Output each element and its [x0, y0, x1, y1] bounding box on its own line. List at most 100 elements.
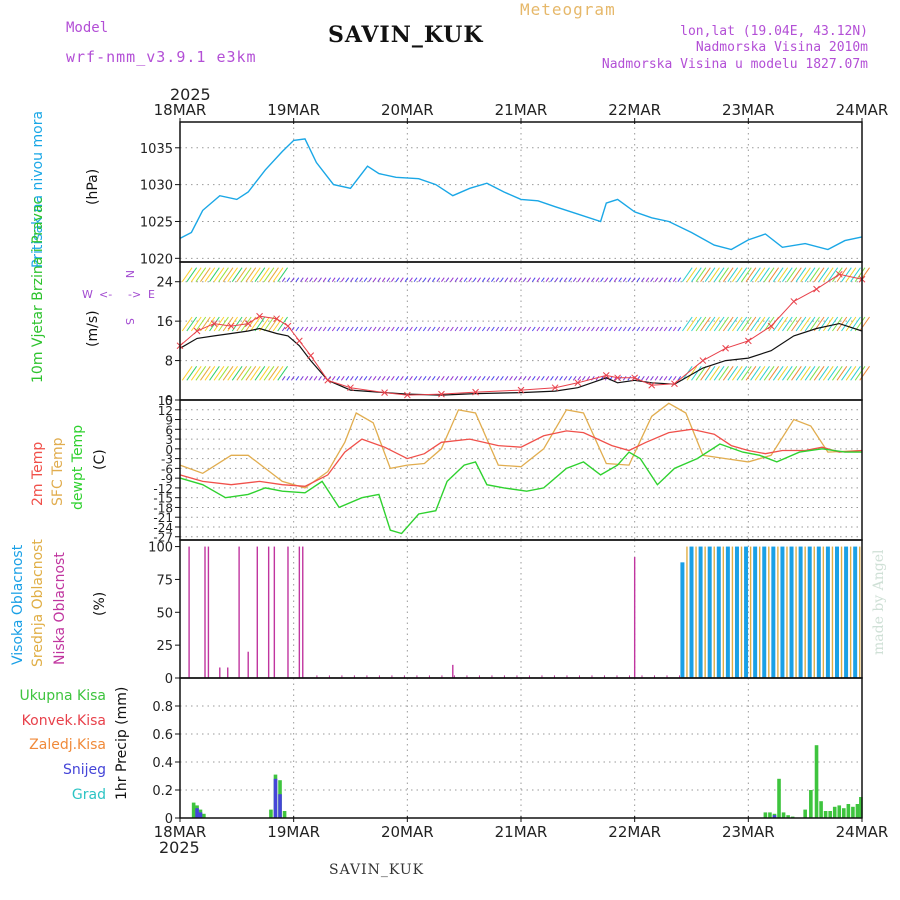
wind-barb [732, 365, 743, 381]
wind-barb [413, 277, 418, 283]
wind-barb [381, 375, 386, 381]
wind-barb [736, 365, 748, 381]
wind-barb [450, 277, 454, 283]
cloud-bar [795, 546, 797, 678]
wind-barb [472, 326, 477, 332]
cloud-stub [416, 675, 418, 678]
wind-barb [441, 277, 445, 283]
wind-barb [500, 326, 504, 332]
y-tick-label-2: 3 [165, 433, 173, 447]
y-tick-label-2: -24 [153, 521, 173, 535]
wind-gust-marker [614, 374, 621, 382]
time-label-bottom: 21MAR [495, 823, 548, 841]
wind-barb [304, 375, 309, 381]
y-tick-label-4: 0.6 [152, 728, 173, 743]
wind-barb [763, 365, 775, 381]
cloud-bar [689, 546, 694, 678]
cloud-bar [859, 546, 861, 678]
wind-barb [550, 375, 554, 381]
wind-barb [354, 375, 359, 381]
time-label-bottom: 19MAR [267, 823, 320, 841]
wind-barb [431, 375, 436, 381]
wind-barb [827, 316, 839, 332]
wind-barb [709, 316, 720, 332]
wind-barb [372, 277, 377, 283]
wind-barb [472, 277, 477, 283]
wind-barb [854, 316, 866, 332]
cloud-stub [553, 675, 555, 678]
wind-barb [463, 326, 468, 332]
wind-barb [286, 277, 291, 283]
wind-barb [227, 365, 238, 381]
wind-barb [195, 365, 207, 381]
wind-barb [754, 365, 766, 381]
time-label-top: 20MAR [381, 101, 434, 119]
cloud-stub [453, 675, 455, 678]
wind-barb [445, 375, 450, 381]
wind-gust-marker [472, 388, 479, 396]
wind-barb [340, 326, 345, 332]
wind-gust-marker [790, 298, 798, 305]
wind-barb [763, 267, 775, 283]
wind-gust-line [179, 273, 863, 396]
model-label: Model [66, 20, 109, 36]
wind-barb [722, 267, 734, 283]
wind-barb [263, 316, 275, 332]
wind-barb [563, 277, 568, 283]
precip-bar [202, 813, 206, 818]
wind-barb [472, 375, 477, 381]
cloud-bar [789, 546, 794, 678]
wind-barb [713, 267, 725, 283]
wind-barb [718, 267, 729, 283]
wind-barb [782, 267, 793, 283]
y-tick-label-0: 1035 [140, 142, 173, 157]
wind-barb [218, 267, 229, 283]
wind-barb [545, 277, 550, 283]
cloud-bar [704, 546, 706, 678]
wind-barb [181, 365, 193, 381]
wind-barb [459, 375, 463, 381]
y-tick-label-1: 8 [165, 355, 173, 370]
wind-barb [218, 365, 229, 381]
wind-barb [641, 326, 645, 332]
wind-barb [459, 326, 463, 332]
wind-barb [791, 316, 802, 332]
cloud-bar [768, 546, 770, 678]
y-tick-label-3: 25 [156, 639, 173, 654]
wind-gust-marker [347, 384, 354, 392]
wind-barb [686, 365, 698, 381]
wind-barb [495, 277, 500, 283]
y-tick-label-2: -12 [153, 482, 173, 496]
y-tick-label-4: 0.8 [152, 700, 173, 715]
wind-barb [231, 365, 243, 381]
wind-barb [754, 316, 766, 332]
cloud-bar [744, 546, 749, 678]
wind-barb [495, 326, 500, 332]
wind-barb [577, 375, 582, 381]
temp-label-2m: 2m Temp [30, 442, 46, 506]
wind-barb [418, 277, 422, 283]
wind-barb [327, 326, 331, 332]
cloud-bar [777, 546, 779, 678]
wind-barb [750, 365, 761, 381]
wind-barb [531, 326, 536, 332]
wind-barb [477, 326, 482, 332]
wind-barb [518, 277, 522, 283]
temp-unit: (C) [92, 449, 108, 470]
wind-barb [695, 316, 707, 332]
wind-barb [568, 326, 572, 332]
wind-barb [331, 277, 336, 283]
wind-barb [350, 277, 354, 283]
wind-barb [531, 375, 536, 381]
precip-label-grad: Grad [72, 787, 106, 803]
wind-barb [636, 375, 641, 381]
cloud-bar [749, 546, 752, 678]
wind-gust-marker [295, 337, 303, 345]
wind-barb [318, 375, 322, 381]
cloud-stub [603, 675, 605, 678]
wind-barb [713, 316, 725, 332]
wind-barb [704, 365, 716, 381]
wind-gust-marker [193, 327, 201, 335]
wind-barb [759, 365, 770, 381]
y-tick-label-2: 6 [165, 423, 173, 437]
